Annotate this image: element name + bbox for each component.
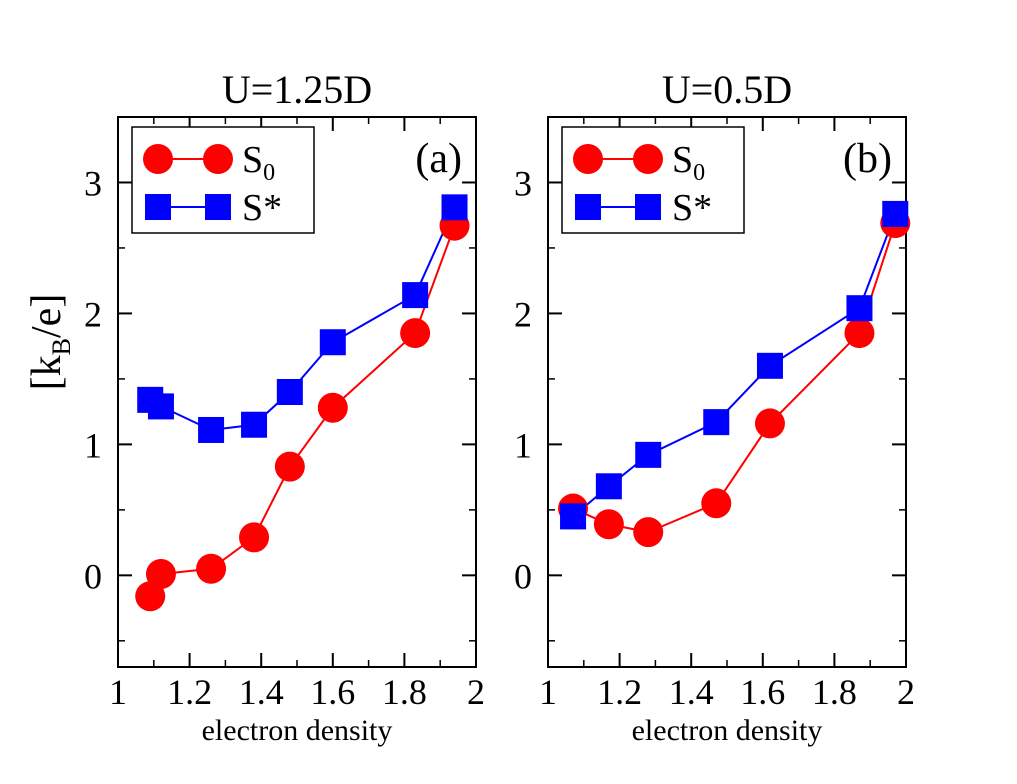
point-S* bbox=[635, 441, 662, 468]
point-S0 bbox=[633, 517, 664, 548]
legend: S0S* bbox=[131, 126, 315, 234]
point-S* bbox=[560, 503, 587, 530]
panel-b: U=0.5D 0 1 2 3 1 1.2 1.4 1.6 1.8 2 electron density… bbox=[514, 67, 915, 747]
y-tick-label: 2 bbox=[514, 294, 532, 334]
point-S* bbox=[402, 282, 429, 309]
legend-label: S0 bbox=[242, 139, 275, 186]
x-axis-label: electron density bbox=[632, 714, 823, 747]
x-tick-label: 2 bbox=[897, 672, 915, 712]
legend-label: S0 bbox=[672, 139, 705, 186]
panel-a: U=1.25D 0 1 2 3 1 1.2 1.4 1.6 1.8 2 electron densit… bbox=[84, 67, 485, 747]
point-S* bbox=[882, 200, 909, 227]
y-tick-label: 1 bbox=[514, 425, 532, 465]
x-axis-label: electron density bbox=[202, 714, 393, 747]
point-S* bbox=[147, 393, 174, 420]
series-line-S* bbox=[572, 213, 897, 518]
point-S* bbox=[241, 411, 268, 438]
point-S0 bbox=[400, 318, 431, 349]
point-S* bbox=[846, 295, 873, 322]
legend-label: S* bbox=[242, 187, 282, 229]
x-tick-label: 1.6 bbox=[740, 672, 785, 712]
x-tick-label: 1.2 bbox=[597, 672, 642, 712]
y-tick-label: 1 bbox=[84, 425, 102, 465]
y-tick-label: 0 bbox=[514, 556, 532, 596]
chart-title: U=0.5D bbox=[662, 67, 792, 112]
legend-label: S* bbox=[672, 187, 712, 229]
point-S0 bbox=[274, 451, 305, 482]
x-tick-label: 1.8 bbox=[382, 672, 427, 712]
point-S0 bbox=[145, 559, 176, 590]
y-tick-label: 3 bbox=[84, 163, 102, 203]
point-S* bbox=[595, 473, 622, 500]
point-S0 bbox=[239, 522, 270, 553]
legend-marker bbox=[143, 144, 173, 174]
legend-marker bbox=[635, 194, 661, 220]
legend-marker bbox=[573, 144, 603, 174]
x-tick-label: 1 bbox=[539, 672, 557, 712]
point-S* bbox=[319, 329, 346, 356]
legend-marker bbox=[205, 194, 231, 220]
x-tick-label: 1.6 bbox=[310, 672, 355, 712]
x-tick-label: 1.4 bbox=[239, 672, 284, 712]
point-S0 bbox=[135, 581, 166, 612]
point-S0 bbox=[196, 553, 227, 584]
panel-label: (a) bbox=[415, 136, 462, 182]
y-axis-label: [kB/e] bbox=[24, 294, 76, 391]
legend-marker bbox=[203, 144, 233, 174]
series-line-S0 bbox=[149, 225, 456, 597]
y-tick-label: 3 bbox=[514, 163, 532, 203]
point-S0 bbox=[844, 318, 875, 349]
point-S0 bbox=[701, 488, 732, 519]
y-axis-label-rest: /e] bbox=[24, 294, 70, 338]
legend-marker bbox=[145, 194, 171, 220]
x-tick-label: 1.4 bbox=[669, 672, 714, 712]
chart-title: U=1.25D bbox=[222, 67, 372, 112]
y-tick-label: 2 bbox=[84, 294, 102, 334]
legend-marker bbox=[575, 194, 601, 220]
y-tick-label: 0 bbox=[84, 556, 102, 596]
point-S* bbox=[756, 352, 783, 379]
x-tick-label: 1 bbox=[109, 672, 127, 712]
panel-label: (b) bbox=[843, 136, 892, 182]
point-S0 bbox=[593, 509, 624, 540]
legend-marker bbox=[633, 144, 663, 174]
x-tick-label: 2 bbox=[467, 672, 485, 712]
point-S* bbox=[276, 379, 303, 405]
svg-text:[kB/e]: [kB/e] bbox=[24, 294, 76, 391]
point-S* bbox=[703, 409, 730, 436]
point-S* bbox=[198, 416, 225, 443]
legend: S0S* bbox=[561, 126, 745, 234]
x-tick-label: 1.2 bbox=[167, 672, 212, 712]
point-S0 bbox=[317, 392, 348, 423]
point-S* bbox=[441, 194, 468, 221]
y-axis-label-main: [k bbox=[24, 355, 70, 390]
y-axis-label-subscript: B bbox=[47, 338, 76, 355]
x-tick-label: 1.8 bbox=[812, 672, 857, 712]
point-S0 bbox=[754, 408, 785, 439]
